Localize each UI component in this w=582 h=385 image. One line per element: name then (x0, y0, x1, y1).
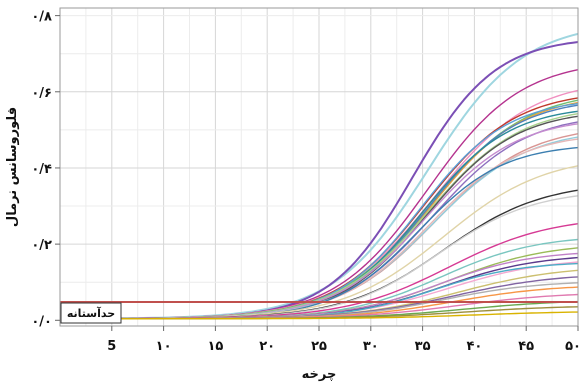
y-tick-label: ۰/۶ (31, 86, 52, 101)
y-tick-label: ۰/۸ (31, 10, 52, 25)
x-tick-label: ۱۵ (207, 339, 223, 354)
series-lines (59, 32, 579, 320)
x-tick-label: ۵۰ (565, 339, 581, 354)
y-tick-label: ۰/۰ (31, 314, 52, 329)
x-tick-label: ۴۵ (518, 339, 534, 354)
y-axis-title: فلوروسانس نرمال (5, 107, 20, 227)
series-line (60, 311, 578, 320)
x-axis-title: چرخه (302, 367, 337, 382)
x-axis-ticks: 5 ۱۰ ۱۵ ۲۰ ۲۵ ۳۰ ۳۵ ۴۰ ۴۵ ۵۰ (107, 326, 581, 354)
threshold-label: حدآستانه (67, 306, 115, 320)
threshold-label-box (60, 302, 122, 324)
x-tick-label: ۱۰ (156, 339, 172, 354)
threshold: حدآستانه (60, 301, 578, 324)
y-tick-label: ۰/۴ (31, 162, 52, 177)
x-tick-label: ۳۵ (415, 339, 431, 354)
x-tick-label: ۲۰ (259, 339, 275, 354)
x-tick-label: ۳۰ (363, 339, 379, 354)
y-tick-label: ۰/۲ (31, 238, 52, 253)
x-tick-label: 5 (107, 339, 116, 354)
grid (60, 8, 578, 326)
x-tick-label: ۲۵ (311, 339, 327, 354)
x-tick-label: ۴۰ (466, 339, 482, 354)
y-axis-ticks: ۰/۰ ۰/۲ ۰/۴ ۰/۶ ۰/۸ (31, 10, 60, 329)
